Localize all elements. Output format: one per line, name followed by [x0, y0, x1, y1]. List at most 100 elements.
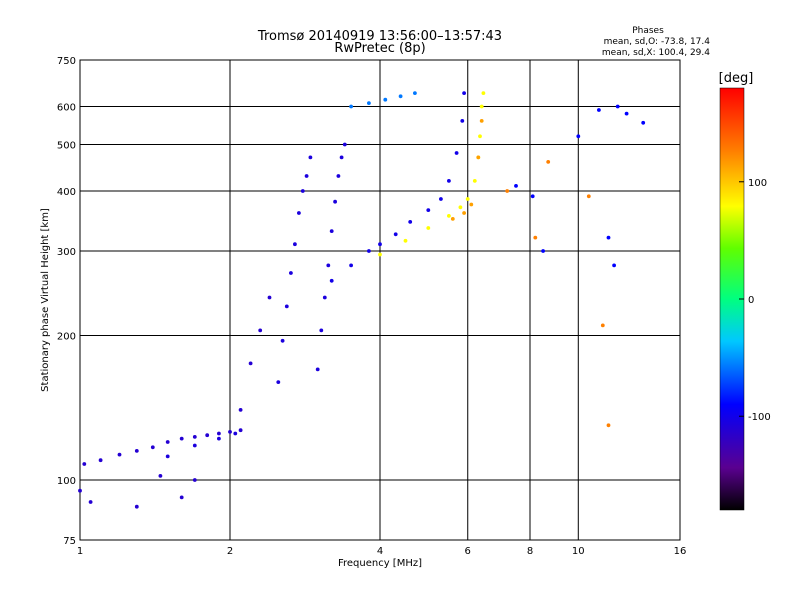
echo-point [228, 430, 232, 434]
echo-point [192, 435, 197, 439]
colorbar-tick-label: -100 [748, 412, 771, 423]
echo-point [158, 474, 163, 478]
y-tick-label: 200 [57, 332, 76, 343]
echo-point [541, 249, 545, 253]
echo-point [150, 445, 155, 450]
y-tick-label: 600 [57, 103, 76, 114]
echo-point [276, 380, 281, 384]
echo-point [367, 101, 371, 105]
y-tick-label: 750 [57, 56, 76, 67]
echo-point [205, 433, 210, 438]
echo-point [393, 232, 398, 237]
echo-point [329, 229, 334, 234]
echo-point [439, 197, 443, 201]
x-axis-ticks: 1 2 4 6 8 10 16 [77, 546, 687, 557]
echo-point [238, 408, 243, 412]
grid-lines [80, 60, 680, 540]
x-tick-label: 16 [674, 546, 687, 557]
y-axis-ticks: 75 100 200 300 400 500 600 750 [57, 56, 76, 547]
echo-point [606, 423, 611, 428]
echo-point [336, 174, 341, 178]
echo-point [289, 271, 293, 275]
echo-point [78, 488, 82, 493]
echo-point [217, 436, 221, 441]
echo-point [378, 242, 382, 247]
echo-point [308, 155, 313, 160]
colorbar-tick-label: 100 [748, 178, 767, 189]
echo-point [612, 263, 616, 268]
echo-point [586, 194, 591, 199]
echo-point [339, 155, 344, 160]
echo-point [472, 179, 477, 183]
x-tick-label: 6 [465, 546, 471, 557]
echo-point [478, 134, 482, 139]
echo-point [378, 252, 382, 257]
echo-point [462, 91, 466, 95]
echo-point [479, 104, 484, 109]
echo-point [408, 220, 413, 224]
echo-point [165, 440, 170, 444]
x-tick-label: 4 [377, 546, 383, 557]
echo-point [98, 458, 103, 463]
echo-point [533, 235, 538, 240]
echo-point [606, 235, 611, 240]
echo-point [450, 217, 455, 221]
echo-point [383, 97, 388, 102]
echo-point [600, 323, 605, 328]
echo-point [530, 194, 535, 199]
echo-point [284, 304, 289, 309]
echo-point [514, 184, 518, 188]
echo-point [192, 478, 197, 482]
echo-point [315, 367, 320, 372]
y-tick-label: 75 [63, 536, 76, 547]
echo-point [458, 205, 463, 210]
y-tick-label: 500 [57, 141, 76, 152]
colorbar-label: [deg] [719, 71, 754, 86]
echo-points [78, 91, 646, 509]
echo-point [319, 328, 324, 333]
echo-point [641, 120, 646, 125]
echo-point [342, 142, 347, 147]
echo-point [88, 500, 93, 504]
phase-stats-o: mean, sd,O: -73.8, 17.4 [604, 37, 711, 47]
echo-point [413, 91, 417, 95]
colorbar-ticks: 100 0 -100 [739, 178, 771, 423]
echo-point [165, 454, 170, 459]
echo-point [267, 295, 272, 300]
phase-stats-x: mean, sd,X: 100.4, 29.4 [602, 48, 710, 58]
echo-point [233, 431, 238, 436]
phase-stats-heading: Phases [632, 26, 664, 36]
x-axis-label: Frequency [MHz] [338, 558, 422, 569]
echo-point [367, 249, 371, 253]
chart-title: Tromsø 20140919 13:56:00–13:57:43 [257, 29, 502, 44]
echo-point [258, 328, 263, 333]
chart-subtitle: RwPretec (8p) [334, 41, 425, 56]
echo-point [349, 263, 353, 268]
echo-point [326, 263, 331, 268]
echo-point [329, 278, 334, 283]
echo-point [469, 202, 474, 207]
echo-point [349, 104, 353, 109]
echo-point [293, 242, 297, 247]
echo-point [505, 189, 510, 193]
y-axis-label: Stationary phase Virtual Height [km] [40, 208, 51, 392]
y-tick-label: 300 [57, 247, 76, 258]
x-tick-label: 2 [227, 546, 233, 557]
echo-point [297, 211, 301, 215]
echo-point [248, 361, 253, 366]
y-tick-label: 400 [57, 187, 76, 198]
echo-point [481, 91, 486, 95]
echo-point [192, 443, 197, 448]
echo-point [179, 495, 184, 500]
echo-point [546, 160, 551, 164]
echo-point [280, 338, 285, 343]
echo-point [322, 295, 327, 300]
echo-point [447, 179, 451, 183]
echo-point [217, 431, 221, 436]
echo-point [476, 155, 481, 160]
echo-point [403, 238, 408, 243]
echo-point [454, 151, 459, 155]
y-tick-label: 100 [57, 476, 76, 487]
x-tick-label: 8 [527, 546, 533, 557]
echo-point [576, 134, 581, 139]
